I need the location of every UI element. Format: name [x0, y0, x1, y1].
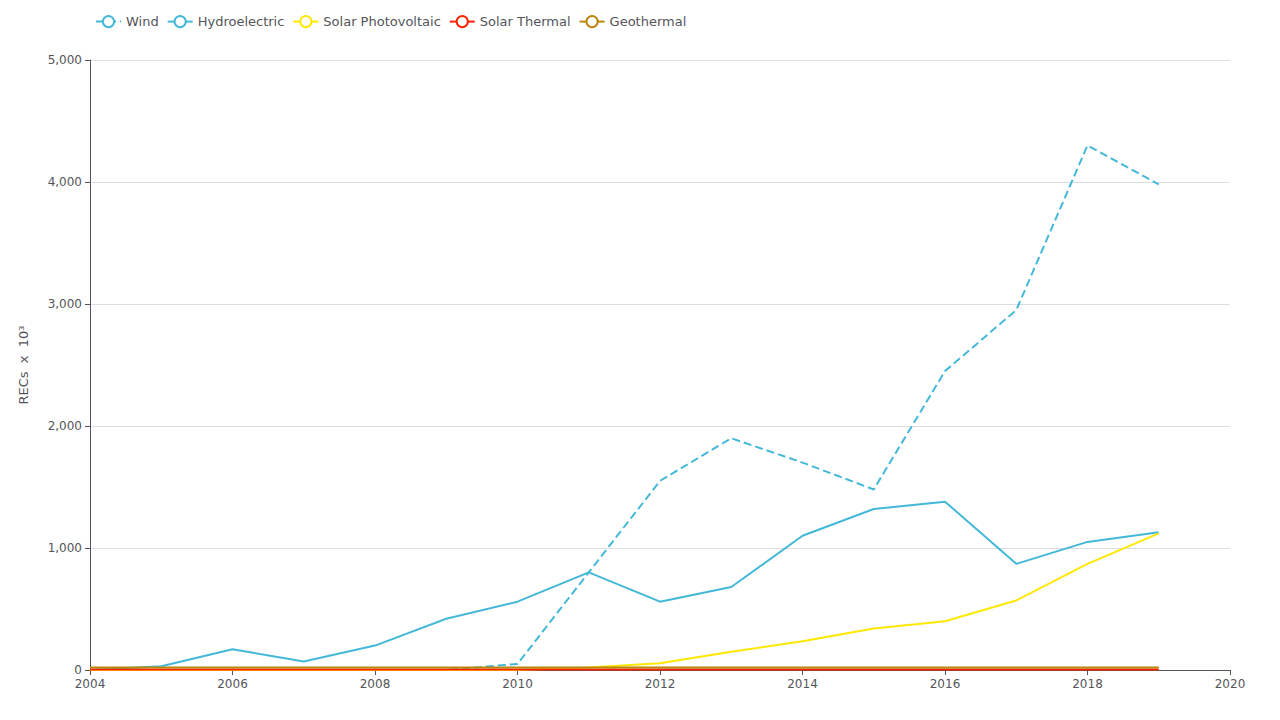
svg-text:2020: 2020: [1215, 677, 1246, 691]
svg-text:Solar Thermal: Solar Thermal: [480, 14, 571, 29]
svg-text:2012: 2012: [645, 677, 676, 691]
svg-text:4,000: 4,000: [48, 175, 82, 189]
svg-text:Solar Photovoltaic: Solar Photovoltaic: [323, 14, 440, 29]
svg-text:2006: 2006: [217, 677, 248, 691]
svg-text:Geothermal: Geothermal: [610, 14, 687, 29]
svg-text:0: 0: [74, 663, 82, 677]
svg-text:3,000: 3,000: [48, 297, 82, 311]
svg-text:2010: 2010: [502, 677, 533, 691]
svg-text:2008: 2008: [360, 677, 391, 691]
svg-text:5,000: 5,000: [48, 53, 82, 67]
svg-text:2004: 2004: [75, 677, 106, 691]
svg-text:Hydroelectric: Hydroelectric: [198, 14, 285, 29]
svg-text:2014: 2014: [787, 677, 818, 691]
svg-text:Wind: Wind: [126, 14, 159, 29]
svg-text:2,000: 2,000: [48, 419, 82, 433]
svg-text:2016: 2016: [930, 677, 961, 691]
svg-text:1,000: 1,000: [48, 541, 82, 555]
svg-text:2018: 2018: [1072, 677, 1103, 691]
svg-text:RECs x 10³: RECs x 10³: [16, 325, 31, 404]
